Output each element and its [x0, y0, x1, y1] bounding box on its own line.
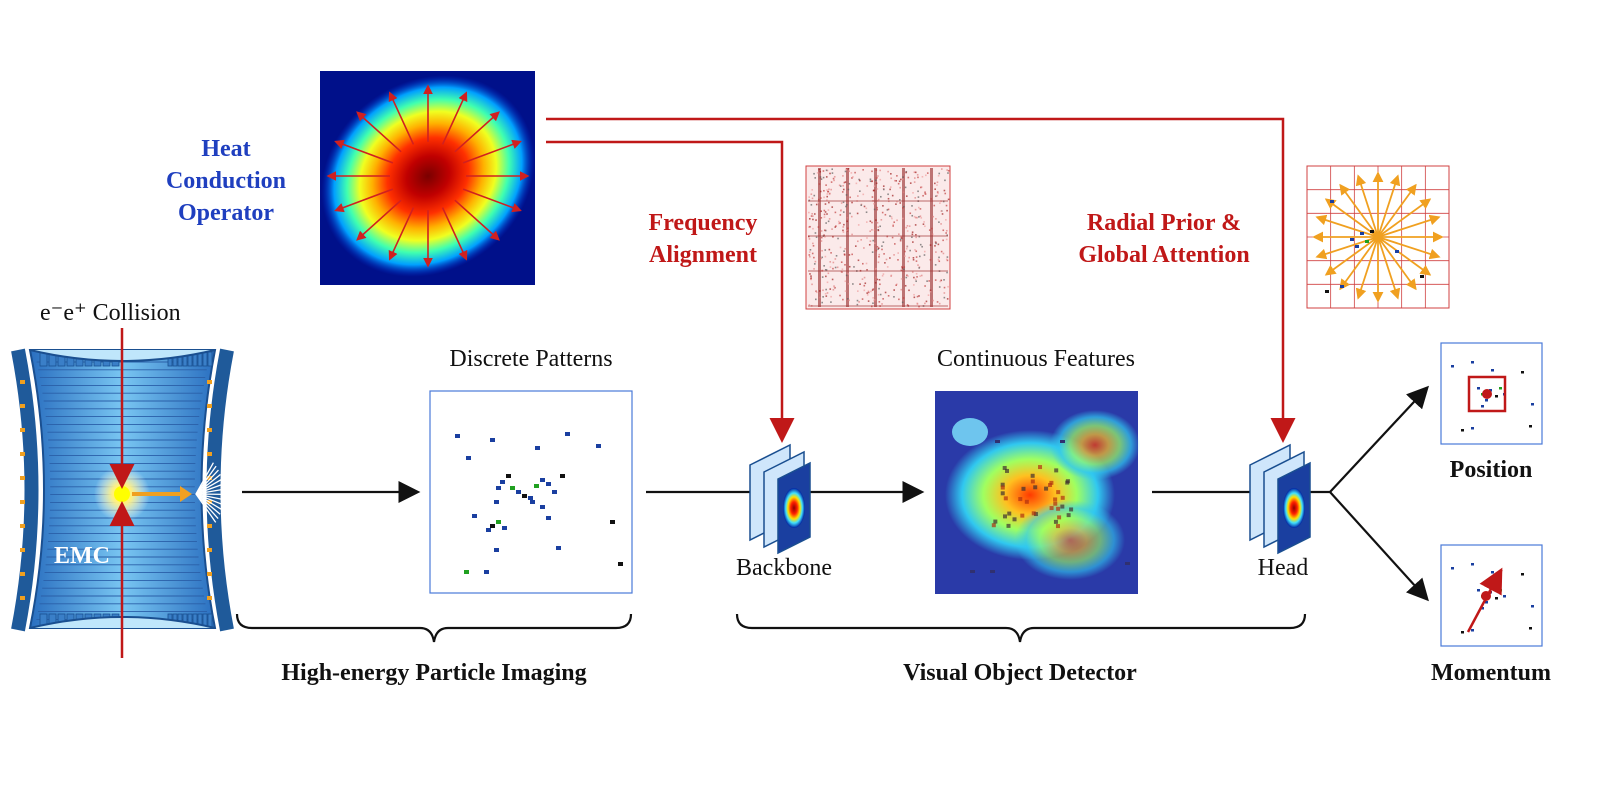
collision-label: e⁻e⁺ Collision: [40, 300, 181, 326]
emc-label: EMC: [54, 543, 110, 569]
brace-imaging-label: High-energy Particle Imaging: [281, 660, 586, 686]
svg-text:Frequency: Frequency: [649, 210, 758, 236]
heatmap-icon: [282, 34, 574, 318]
radial-prior-label: Radial Prior & Global Attention: [1078, 210, 1249, 268]
position-box-icon: [1441, 343, 1542, 444]
svg-text:Conduction: Conduction: [166, 168, 286, 194]
momentum-arrow-icon: [1441, 545, 1542, 646]
flow-arrow-position: [1330, 389, 1426, 492]
brace-imaging: [237, 614, 631, 642]
head-label: Head: [1258, 555, 1309, 581]
radial-grid-icon: [1307, 166, 1449, 308]
svg-text:Radial Prior &: Radial Prior &: [1087, 210, 1241, 236]
discrete-patterns-label: Discrete Patterns: [449, 346, 612, 372]
brace-detector: [737, 614, 1305, 642]
momentum-label: Momentum: [1431, 660, 1551, 686]
backbone-label: Backbone: [736, 555, 832, 581]
continuous-features-label: Continuous Features: [937, 346, 1135, 372]
svg-text:Alignment: Alignment: [649, 242, 757, 268]
network-block-icon: [750, 445, 810, 553]
flow-arrow-momentum: [1330, 492, 1426, 598]
svg-text:Heat: Heat: [201, 136, 250, 162]
frequency-alignment-label: Frequency Alignment: [649, 210, 758, 268]
heat-operator-label: Heat Conduction Operator: [166, 136, 286, 226]
svg-text:Global Attention: Global Attention: [1078, 242, 1249, 268]
fft-spectrum-icon: [806, 166, 950, 309]
emc-detector-icon: EMC: [18, 328, 227, 658]
network-block-icon: [1250, 445, 1310, 553]
brace-detector-label: Visual Object Detector: [903, 660, 1137, 686]
svg-text:Operator: Operator: [178, 200, 274, 226]
position-label: Position: [1450, 457, 1533, 483]
hit-pattern-icon: [430, 391, 632, 593]
feature-map-icon: [935, 391, 1140, 594]
